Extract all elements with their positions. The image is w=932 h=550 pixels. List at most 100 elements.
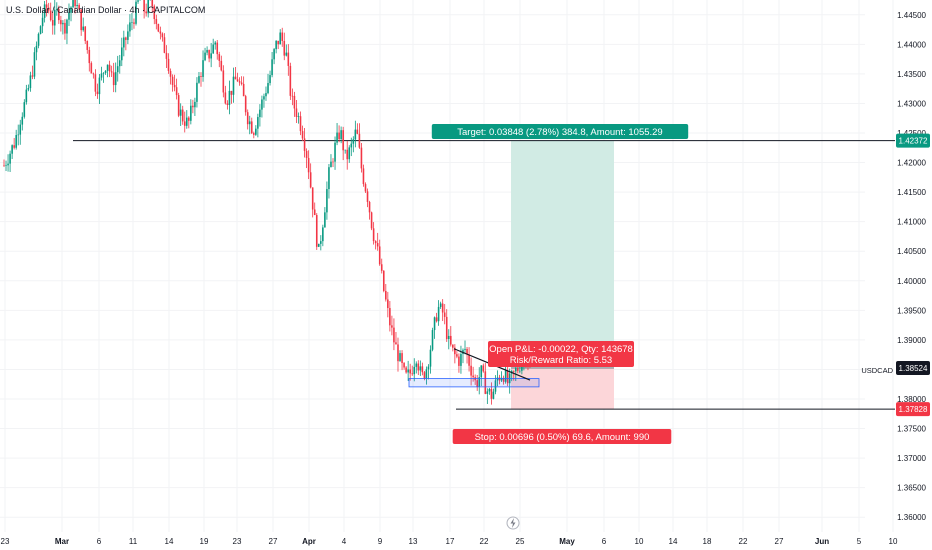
candle-body [112,72,115,86]
candle-body [13,145,15,148]
candle-body [116,66,119,73]
candle-body [224,92,227,104]
candle-body [291,95,294,97]
candle-body [17,134,20,136]
lightning-icon[interactable] [506,516,520,530]
candle-body [9,153,11,164]
candle-body [389,308,391,326]
candle-body [350,143,353,148]
candle-body [64,22,66,34]
candle-body [494,380,497,392]
candle-body [169,70,172,77]
x-tick-label: Jun [815,537,829,546]
candle-body [468,354,470,366]
candle-body [190,105,192,121]
candle-body [159,31,162,34]
candle-body [246,112,249,125]
candle-body [464,348,466,350]
candle-body [425,369,428,379]
stop-price-badge: 1.37828 [896,402,930,417]
candle-body [328,167,330,190]
candle-body [100,73,103,78]
candle-body [137,0,139,2]
candle-body [486,391,489,394]
current-price-badge: 1.38524 [896,361,930,376]
x-tick-label: 25 [516,537,525,546]
candle-body [238,81,241,83]
candle-body [352,139,355,144]
candle-body [458,356,460,366]
y-tick-label: 1.40500 [897,247,926,256]
y-tick-label: 1.37500 [897,425,926,434]
y-tick-label: 1.39500 [897,306,926,315]
candle-body [173,84,176,88]
consolidation-box[interactable] [408,378,540,388]
x-tick-label: 5 [857,537,862,546]
candle-body [417,363,420,371]
candle-body [340,130,342,140]
candle-body [222,70,225,93]
candle-body [285,52,288,56]
candle-body [35,45,38,53]
candle-body [277,40,279,45]
candle-body [244,96,247,113]
candle-body [25,89,28,103]
current-price-badge-bg [896,361,930,376]
candle-body [82,26,85,31]
candle-body [295,108,298,117]
x-tick-label: 10 [889,537,898,546]
candle-body [240,82,243,84]
candle-body [76,4,78,7]
candle-body [129,22,131,32]
candle-body [372,228,375,242]
candle-body [214,42,217,45]
candle-body [299,116,302,132]
candle-body [167,58,170,71]
target-label-bg [431,124,689,139]
candle-body [135,1,137,24]
stop-label[interactable]: Stop: 0.00696 (0.50%) 69.6, Amount: 990 [452,429,672,444]
candle-body [261,99,263,110]
x-tick-label: 6 [97,537,102,546]
candle-body [250,121,253,134]
candle-body [145,11,147,14]
candle-body [504,370,507,382]
x-tick-label: 6 [602,537,607,546]
candle-body [374,241,377,244]
candle-body [441,303,444,313]
candle-body [484,371,487,394]
candle-body [90,63,93,74]
target-price-badge-bg [896,133,930,148]
candle-body [19,124,22,135]
y-tick-label: 1.41000 [897,218,926,227]
candle-body [242,83,245,97]
candle-body [183,121,186,126]
candle-body [391,325,393,328]
candle-body [482,365,485,372]
candle-body [447,335,450,339]
y-tick-label: 1.38000 [897,395,926,404]
candle-body [78,4,80,10]
price-axis: 1.44500 1.44000 1.43500 1.43000 1.42500 1.420… [861,11,930,522]
candle-body [362,168,365,185]
candle-body [492,391,495,399]
grid [0,0,894,532]
candle-body [68,12,70,20]
candle-body [411,373,414,375]
candle-body [283,40,286,56]
candle-body [21,116,24,125]
candle-body [344,149,346,151]
candle-body [407,369,409,373]
x-tick-label: 9 [378,537,383,546]
pnl-label[interactable]: Open P&L: -0.00022, Qty: 143678Risk/Rewa… [488,341,634,367]
candle-body [118,60,121,67]
candle-body [287,52,290,66]
candle-body [293,95,296,109]
candle-body [236,79,239,82]
candle-body [123,37,125,48]
y-tick-label: 1.36500 [897,484,926,493]
candle-body [88,49,91,64]
target-label[interactable]: Target: 0.03848 (2.78%) 384.8, Amount: 1… [431,124,689,139]
candle-body [43,4,46,18]
